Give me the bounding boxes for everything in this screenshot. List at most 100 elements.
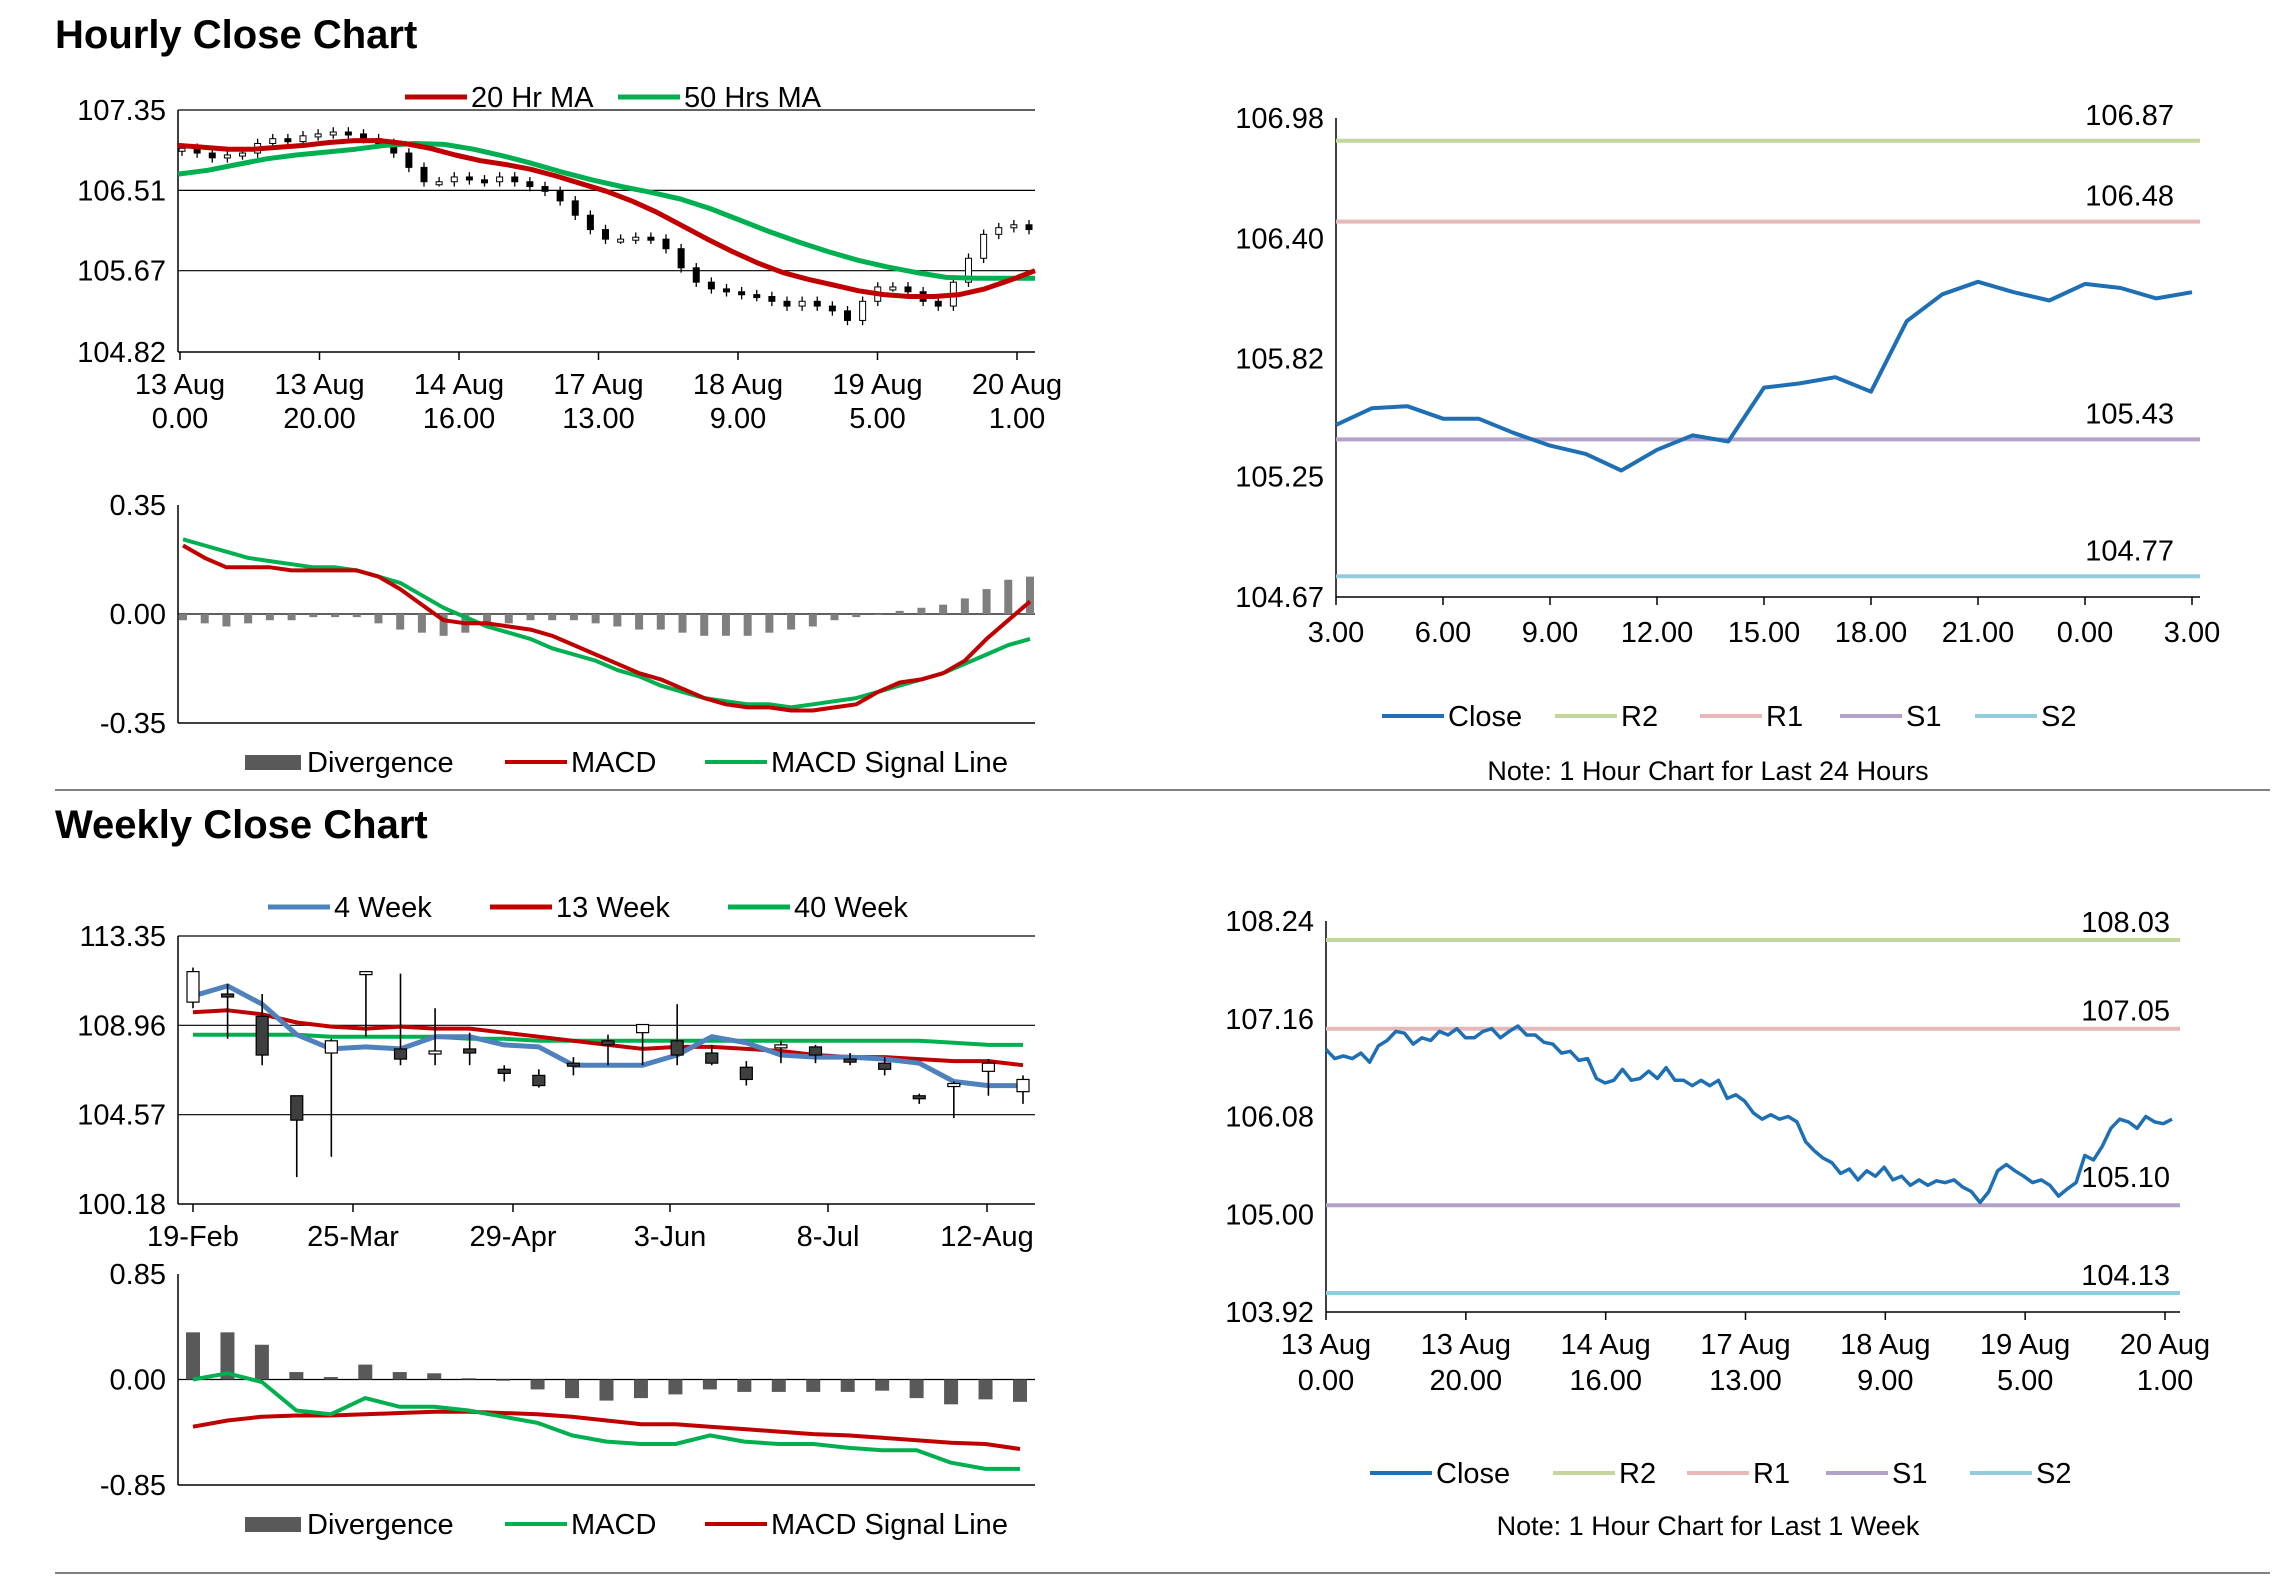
candle-body [889, 286, 897, 291]
hourly-price-xtick-date: 19 Aug [832, 369, 922, 401]
candle-body [497, 1068, 511, 1074]
candle-body [541, 186, 549, 192]
level-s1-label: 105.10 [2081, 1162, 2170, 1194]
divergence-bar [787, 614, 796, 630]
divergence-bar [765, 614, 774, 633]
hourly-price-xtick-date: 14 Aug [414, 369, 504, 401]
candle-body [359, 971, 373, 976]
hourly-price-ytick: 105.67 [77, 256, 166, 288]
divergence-bar [702, 1379, 717, 1390]
weekly-price-xtick: 25-Mar [307, 1221, 399, 1253]
candle-body [532, 1074, 546, 1087]
divergence-bar [1013, 1379, 1027, 1402]
divergence-bar [599, 1379, 614, 1401]
hourly-24h-ytick: 104.67 [1235, 582, 1324, 614]
divergence-bar [944, 1379, 959, 1405]
candle-body [450, 176, 458, 183]
weekly-1w-xtick-time: 1.00 [2137, 1365, 2193, 1397]
candle-body [632, 236, 640, 241]
candle-body [828, 305, 836, 312]
candle-body [299, 135, 307, 143]
divergence-bar [374, 614, 383, 624]
candle-body [465, 176, 473, 181]
divergence-bar [591, 614, 600, 624]
candle-body [808, 1046, 823, 1056]
divergence-bar [830, 614, 839, 621]
candle-body [981, 1062, 996, 1072]
hourly-24h-ytick: 105.82 [1235, 344, 1324, 376]
legend-macd-label: MACD [571, 747, 656, 779]
candle-body [647, 236, 655, 241]
candle-body [496, 176, 504, 183]
legend-ma50-label: 50 Hrs MA [684, 82, 822, 114]
divergence-bar [840, 1379, 855, 1392]
legend-close-label: Close [1436, 1458, 1510, 1490]
hourly-24h-xtick: 0.00 [2057, 617, 2113, 649]
candle-body [813, 300, 821, 307]
hourly-24h-xtick: 3.00 [1308, 617, 1364, 649]
candle-body [463, 1048, 477, 1054]
weekly-section-title: Weekly Close Chart [55, 803, 428, 847]
divergence-bar [222, 614, 231, 627]
weekly-price-xtick: 8-Jul [797, 1221, 860, 1253]
candle-body [980, 233, 988, 259]
divergence-bar [358, 1364, 373, 1380]
candle-body [768, 296, 776, 302]
candle-body [208, 152, 216, 159]
candle-body [223, 154, 231, 159]
candle-body [255, 1015, 269, 1056]
hourly-price-ytick: 104.82 [77, 337, 166, 369]
hourly-price-xtick-date: 18 Aug [693, 369, 783, 401]
chart-note: Note: 1 Hour Chart for Last 1 Week [1497, 1511, 1920, 1541]
candle-body [798, 300, 806, 307]
weekly-price-xtick: 19-Feb [147, 1221, 239, 1253]
candle-body [186, 971, 200, 1003]
hourly-24h-xtick: 15.00 [1728, 617, 1801, 649]
candle-body [635, 1023, 650, 1034]
divergence-bar [895, 610, 904, 614]
candle-body [178, 147, 186, 152]
level-r2-label: 108.03 [2081, 907, 2170, 939]
candle-body [677, 248, 685, 269]
legend-divergence-label: Divergence [307, 747, 454, 779]
legend-divergence-swatch [245, 755, 301, 770]
hourly-price-xtick-date: 13 Aug [135, 369, 225, 401]
weekly-macd-chart: 0.85 0.00 -0.85 Divergence MACD MACD Signal L… [100, 1259, 1035, 1541]
divergence-bar [852, 614, 861, 618]
candle-body [904, 286, 912, 293]
candle-body [344, 131, 352, 136]
candle-body [290, 1095, 304, 1121]
divergence-bar [633, 1379, 648, 1399]
divergence-bar [808, 614, 817, 627]
hourly-macd-ytick: 0.35 [110, 490, 166, 522]
candle-body [859, 300, 867, 321]
hourly-24h-xtick: 6.00 [1415, 617, 1471, 649]
candle-body [481, 179, 488, 184]
candle-body [314, 133, 322, 138]
legend-divergence-swatch [245, 1517, 301, 1532]
divergence-bar [613, 614, 622, 627]
weekly-price-ytick: 100.18 [77, 1189, 166, 1221]
divergence-bar [254, 1344, 269, 1380]
weekly-macd-ytick: 0.00 [110, 1365, 166, 1397]
candle-body [220, 993, 235, 998]
candle-body [739, 1066, 753, 1081]
hourly-macd-chart: 0.35 0.00 -0.35 Divergence MACD MACD Signal L… [100, 490, 1035, 779]
weekly-price-ytick: 104.57 [77, 1100, 166, 1132]
legend-s1-label: S1 [1906, 701, 1941, 733]
candle-body [420, 166, 428, 183]
candle-body [239, 152, 246, 157]
candle-body [393, 1048, 408, 1060]
legend-s2-label: S2 [2041, 701, 2076, 733]
candle-body [843, 1058, 857, 1063]
candle-body [912, 1095, 926, 1100]
macd-line [182, 543, 1032, 713]
hourly-price-xtick-date: 13 Aug [274, 369, 364, 401]
weekly-1w-ytick: 103.92 [1225, 1297, 1314, 1329]
hourly-price-xtick-date: 20 Aug [972, 369, 1062, 401]
candle-body [1016, 1078, 1030, 1093]
divergence-bar [548, 614, 557, 621]
candle-body [878, 1062, 892, 1070]
